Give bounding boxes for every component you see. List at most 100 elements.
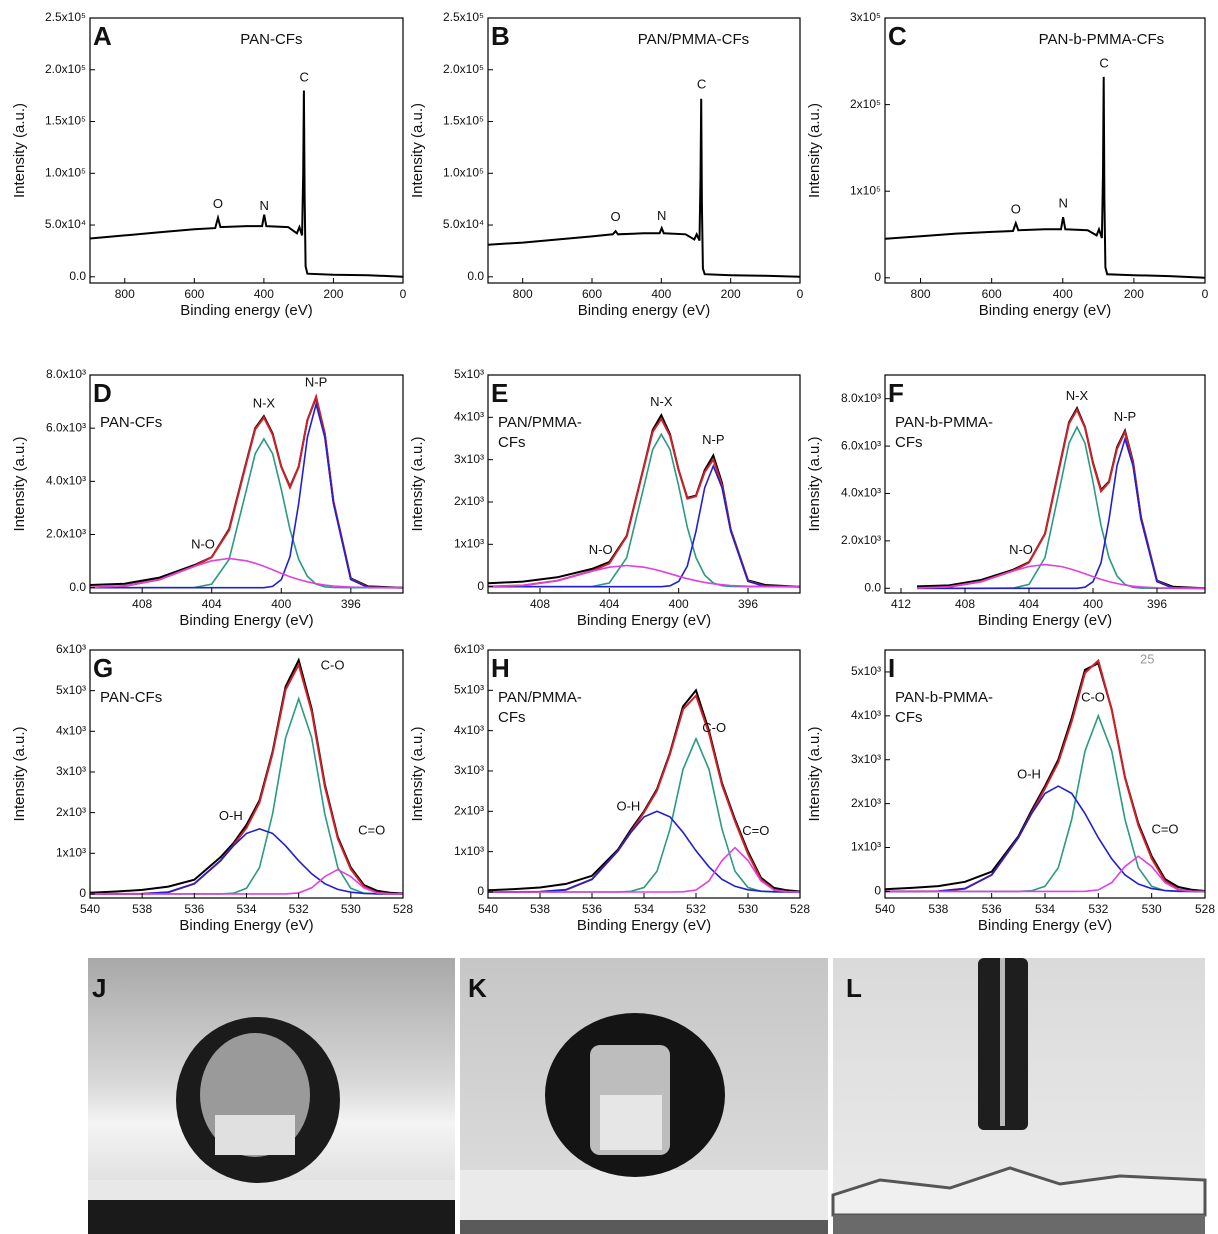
panel: 0.0 5.0x10⁴ 1.0x10⁵ 1.5x10⁵ 2.0x10⁵ 2.5x10⁵ 80… (11, 10, 407, 319)
x-tick-label: 400 (1053, 287, 1073, 301)
y-tick-label: 6x10³ (56, 642, 86, 656)
series-line (90, 868, 403, 895)
series-line (488, 463, 801, 588)
plot-frame (884, 374, 1206, 594)
x-axis-label: Binding Energy (eV) (577, 612, 711, 629)
panel-letter: C (888, 21, 907, 51)
x-tick-label: 528 (790, 902, 810, 916)
peak-label: C-O (1081, 690, 1105, 705)
panel: 0 1x10⁵ 2x10⁵ 3x10⁵ 800 600 400 200 0 Binding ene… (806, 10, 1209, 319)
y-tick-label: 5x10³ (851, 664, 881, 678)
x-tick-label: 400 (669, 597, 689, 611)
needle-gap (1000, 958, 1005, 1126)
sample-label: CFs (895, 709, 923, 726)
droplet-reflection (600, 1095, 662, 1150)
peak-label: O-H (219, 808, 243, 823)
sample-label: PAN-CFs (100, 689, 162, 706)
x-tick-label: 200 (323, 287, 343, 301)
panel-letter: B (491, 21, 510, 51)
droplet-reflection (215, 1115, 295, 1155)
x-tick-label: 800 (513, 287, 533, 301)
y-axis-label: Intensity (a.u.) (409, 103, 426, 198)
x-tick-label: 408 (530, 597, 550, 611)
peak-label: N-X (1066, 388, 1089, 403)
sample-label: PAN-CFs (240, 31, 302, 48)
x-tick-label: 600 (982, 287, 1002, 301)
peak-label: C (1099, 55, 1108, 70)
panel-letter: L (846, 973, 862, 1003)
y-tick-label: 4x10³ (851, 708, 881, 722)
y-tick-label: 5x10³ (454, 682, 484, 696)
panel: 0.0 5.0x10⁴ 1.0x10⁵ 1.5x10⁵ 2.0x10⁵ 2.5x10⁵ 80… (409, 10, 804, 319)
x-axis-label: Binding Energy (eV) (978, 917, 1112, 934)
y-tick-label: 1.0x10⁵ (443, 165, 484, 179)
y-tick-label: 3x10³ (454, 452, 484, 466)
x-tick-label: 540 (478, 902, 498, 916)
series-line (89, 557, 404, 589)
x-tick-label: 404 (599, 597, 619, 611)
substrate-edge (88, 1200, 455, 1234)
series-line (487, 98, 801, 278)
x-tick-label: 534 (236, 902, 256, 916)
x-axis-label: Binding Energy (eV) (577, 917, 711, 934)
panel-letter: E (491, 378, 508, 408)
series-line (488, 810, 801, 893)
x-tick-label: 536 (582, 902, 602, 916)
x-tick-label: 404 (1019, 597, 1039, 611)
y-tick-label: 0 (874, 884, 881, 898)
y-tick-label: 0 (874, 270, 881, 284)
y-tick-label: 3x10³ (454, 763, 484, 777)
panel-letter: H (491, 653, 510, 683)
x-tick-label: 0 (1202, 287, 1209, 301)
series-line (916, 405, 1206, 590)
y-tick-label: 5x10³ (454, 367, 484, 381)
y-axis-label: Intensity (a.u.) (806, 436, 823, 531)
x-tick-label: 400 (271, 597, 291, 611)
y-tick-label: 6x10³ (454, 642, 484, 656)
y-tick-label: 1.0x10⁵ (45, 165, 86, 179)
y-tick-label: 4x10³ (454, 723, 484, 737)
series-line (487, 688, 801, 893)
y-axis-label: Intensity (a.u.) (11, 436, 28, 531)
peak-label: N-X (650, 394, 673, 409)
x-tick-label: 200 (721, 287, 741, 301)
y-tick-label: 1.5x10⁵ (45, 114, 86, 128)
y-tick-label: 2x10³ (851, 796, 881, 810)
series-line (884, 76, 1206, 279)
x-tick-label: 530 (1142, 902, 1162, 916)
y-axis-label: Intensity (a.u.) (806, 103, 823, 198)
y-tick-label: 5x10³ (56, 683, 86, 697)
y-tick-label: 0.0 (467, 269, 484, 283)
series-line (89, 90, 404, 278)
substrate (460, 1170, 828, 1220)
x-tick-label: 412 (891, 597, 911, 611)
peak-label: O-H (1017, 767, 1041, 782)
y-axis-label: Intensity (a.u.) (806, 726, 823, 821)
peak-label: C=O (742, 823, 769, 838)
sample-label: PAN-b-PMMA-CFs (1039, 31, 1165, 48)
x-axis-label: Binding energy (eV) (578, 302, 711, 319)
series-line (487, 564, 801, 588)
sample-label: CFs (498, 709, 526, 726)
x-tick-label: 396 (738, 597, 758, 611)
series-line (917, 425, 1205, 590)
y-axis-label: Intensity (a.u.) (11, 726, 28, 821)
y-tick-label: 3x10³ (56, 764, 86, 778)
plot-frame (487, 374, 801, 594)
y-tick-label: 3x10⁵ (850, 10, 881, 24)
panel-letter: J (92, 973, 106, 1003)
panel: 0 1x10³ 2x10³ 3x10³ 4x10³ 5x10³ 6x10³ 540 538 536… (409, 642, 810, 934)
x-tick-label: 800 (115, 287, 135, 301)
series-line (488, 846, 801, 893)
substrate-edge (460, 1220, 828, 1234)
series-line (885, 785, 1205, 893)
series-line (488, 693, 801, 893)
series-line (916, 407, 1206, 590)
y-tick-label: 0 (79, 886, 86, 900)
x-tick-label: 540 (80, 902, 100, 916)
peak-label: O (213, 196, 223, 211)
y-tick-label: 4x10³ (454, 410, 484, 424)
sample-label: PAN/PMMA-CFs (638, 31, 749, 48)
peak-label: C (300, 69, 309, 84)
sample-label: PAN-CFs (100, 414, 162, 431)
